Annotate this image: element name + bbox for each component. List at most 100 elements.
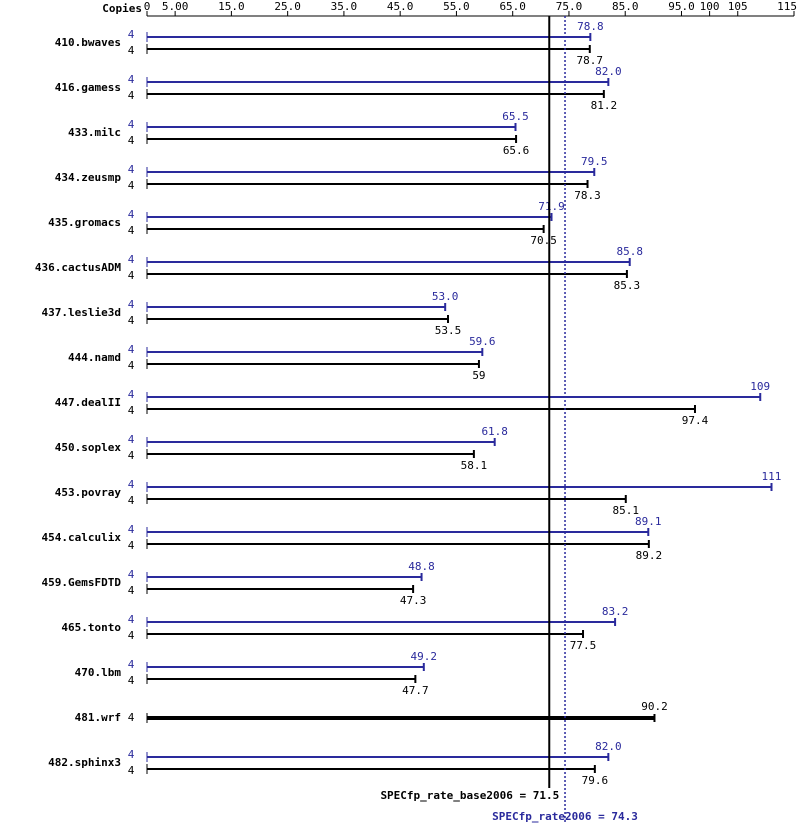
peak-value-label: 82.0 xyxy=(595,740,622,753)
x-tick-label: 5.00 xyxy=(162,0,189,13)
benchmark-name: 444.namd xyxy=(68,351,121,364)
peak-value-label: 59.6 xyxy=(469,335,496,348)
benchmark-name: 454.calculix xyxy=(42,531,122,544)
benchmark-name: 465.tonto xyxy=(61,621,121,634)
base-value-label: 89.2 xyxy=(636,549,663,562)
base-value-label: 90.2 xyxy=(641,700,668,713)
benchmark-name: 470.lbm xyxy=(75,666,122,679)
peak-copies: 4 xyxy=(128,343,135,356)
base-copies: 4 xyxy=(128,711,135,724)
base-copies: 4 xyxy=(128,584,135,597)
peak-copies: 4 xyxy=(128,253,135,266)
base-value-label: 85.3 xyxy=(614,279,641,292)
peak-value-label: 61.8 xyxy=(481,425,508,438)
base-copies: 4 xyxy=(128,539,135,552)
base-copies: 4 xyxy=(128,224,135,237)
base-value-label: 70.5 xyxy=(530,234,557,247)
peak-value-label: 82.0 xyxy=(595,65,622,78)
base-copies: 4 xyxy=(128,449,135,462)
benchmark-name: 435.gromacs xyxy=(48,216,121,229)
base-copies: 4 xyxy=(128,89,135,102)
base-value-label: 85.1 xyxy=(613,504,640,517)
x-tick-label: 75.0 xyxy=(556,0,583,13)
peak-value-label: 71.9 xyxy=(538,200,565,213)
base-copies: 4 xyxy=(128,494,135,507)
base-copies: 4 xyxy=(128,764,135,777)
benchmark-name: 416.gamess xyxy=(55,81,121,94)
base-value-label: 77.5 xyxy=(570,639,597,652)
peak-copies: 4 xyxy=(128,208,135,221)
base-copies: 4 xyxy=(128,179,135,192)
benchmark-name: 434.zeusmp xyxy=(55,171,122,184)
base-value-label: 81.2 xyxy=(591,99,618,112)
peak-value-label: 109 xyxy=(750,380,770,393)
base-copies: 4 xyxy=(128,44,135,57)
peak-copies: 4 xyxy=(128,613,135,626)
base-value-label: 79.6 xyxy=(582,774,609,787)
summary-label: SPECfp_rate2006 = 74.3 xyxy=(492,810,638,823)
x-tick-label: 0 xyxy=(144,0,151,13)
benchmark-name: 437.leslie3d xyxy=(42,306,121,319)
peak-value-label: 49.2 xyxy=(411,650,438,663)
peak-value-label: 83.2 xyxy=(602,605,629,618)
base-copies: 4 xyxy=(128,674,135,687)
peak-value-label: 85.8 xyxy=(616,245,643,258)
benchmark-name: 481.wrf xyxy=(75,711,121,724)
base-value-label: 53.5 xyxy=(435,324,462,337)
peak-copies: 4 xyxy=(128,478,135,491)
peak-copies: 4 xyxy=(128,748,135,761)
base-copies: 4 xyxy=(128,134,135,147)
x-tick-label: 105 xyxy=(728,0,748,13)
base-copies: 4 xyxy=(128,629,135,642)
x-tick-label: 55.0 xyxy=(443,0,470,13)
peak-copies: 4 xyxy=(128,388,135,401)
peak-copies: 4 xyxy=(128,523,135,536)
benchmark-name: 459.GemsFDTD xyxy=(42,576,122,589)
base-value-label: 59 xyxy=(472,369,485,382)
base-value-label: 47.3 xyxy=(400,594,427,607)
x-tick-label: 85.0 xyxy=(612,0,639,13)
base-value-label: 47.7 xyxy=(402,684,429,697)
peak-value-label: 78.8 xyxy=(577,20,604,33)
x-tick-label: 65.0 xyxy=(499,0,526,13)
x-tick-label: 45.0 xyxy=(387,0,414,13)
base-copies: 4 xyxy=(128,359,135,372)
peak-value-label: 48.8 xyxy=(408,560,435,573)
peak-copies: 4 xyxy=(128,73,135,86)
peak-copies: 4 xyxy=(128,298,135,311)
x-tick-label: 95.0 xyxy=(668,0,695,13)
benchmark-name: 433.milc xyxy=(68,126,121,139)
peak-value-label: 53.0 xyxy=(432,290,459,303)
peak-value-label: 111 xyxy=(762,470,782,483)
x-tick-label: 25.0 xyxy=(274,0,301,13)
peak-copies: 4 xyxy=(128,118,135,131)
summary-label: SPECfp_rate_base2006 = 71.5 xyxy=(380,789,559,802)
benchmark-name: 436.cactusADM xyxy=(35,261,121,274)
base-value-label: 58.1 xyxy=(461,459,488,472)
base-copies: 4 xyxy=(128,404,135,417)
benchmark-name: 410.bwaves xyxy=(55,36,121,49)
peak-value-label: 79.5 xyxy=(581,155,608,168)
x-tick-label: 15.0 xyxy=(218,0,245,13)
base-copies: 4 xyxy=(128,314,135,327)
copies-header: Copies xyxy=(102,2,142,15)
peak-value-label: 89.1 xyxy=(635,515,662,528)
peak-copies: 4 xyxy=(128,658,135,671)
peak-copies: 4 xyxy=(128,433,135,446)
benchmark-name: 482.sphinx3 xyxy=(48,756,121,769)
base-value-label: 97.4 xyxy=(682,414,709,427)
x-tick-label: 115 xyxy=(777,0,797,13)
base-value-label: 65.6 xyxy=(503,144,530,157)
x-tick-label: 100 xyxy=(700,0,720,13)
peak-copies: 4 xyxy=(128,163,135,176)
benchmark-name: 450.soplex xyxy=(55,441,122,454)
base-value-label: 78.7 xyxy=(577,54,604,67)
peak-copies: 4 xyxy=(128,568,135,581)
x-tick-label: 35.0 xyxy=(331,0,358,13)
peak-copies: 4 xyxy=(128,28,135,41)
benchmark-name: 453.povray xyxy=(55,486,122,499)
base-value-label: 78.3 xyxy=(574,189,601,202)
